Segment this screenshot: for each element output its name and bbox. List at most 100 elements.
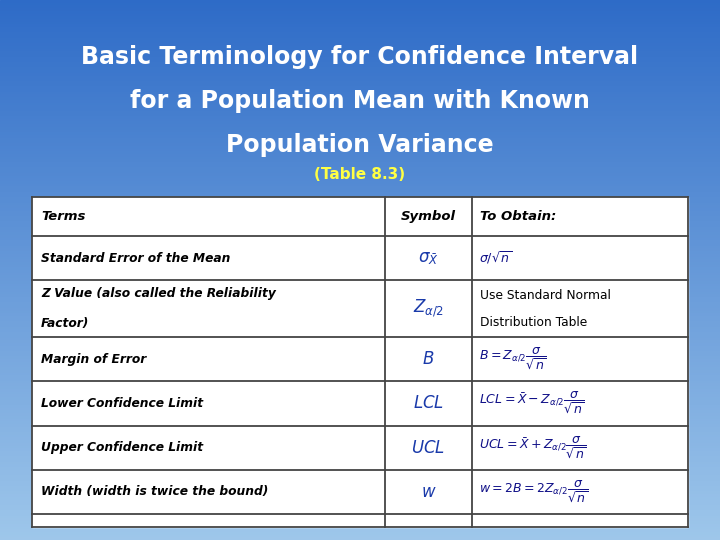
- Bar: [0, 389, 720, 392]
- Text: Z Value (also called the Reliability: Z Value (also called the Reliability: [41, 287, 276, 300]
- Text: $\mathit{w}$: $\mathit{w}$: [420, 483, 436, 501]
- Bar: [0, 146, 720, 148]
- Bar: [0, 127, 720, 130]
- Bar: [0, 451, 720, 454]
- Bar: [0, 335, 720, 338]
- Bar: [0, 386, 720, 389]
- Text: Margin of Error: Margin of Error: [41, 353, 146, 366]
- Bar: [0, 167, 720, 170]
- Bar: [0, 40, 720, 43]
- Text: $\mathit{LCL}$: $\mathit{LCL}$: [413, 394, 444, 413]
- Bar: [0, 500, 720, 502]
- Bar: [0, 154, 720, 157]
- Bar: [0, 14, 720, 16]
- Bar: [0, 116, 720, 119]
- Text: Upper Confidence Limit: Upper Confidence Limit: [41, 441, 203, 454]
- Bar: [0, 111, 720, 113]
- Bar: [0, 340, 720, 343]
- Bar: [0, 43, 720, 46]
- Bar: [0, 348, 720, 351]
- Bar: [0, 302, 720, 305]
- Bar: [0, 286, 720, 289]
- Text: Population Variance: Population Variance: [226, 133, 494, 157]
- Bar: [0, 394, 720, 397]
- Bar: [0, 130, 720, 132]
- Bar: [0, 113, 720, 116]
- Bar: [0, 281, 720, 284]
- Bar: [0, 329, 720, 332]
- Bar: [0, 491, 720, 494]
- Bar: [0, 437, 720, 440]
- Bar: [0, 46, 720, 49]
- Bar: [0, 159, 720, 162]
- Bar: [0, 475, 720, 478]
- Bar: [0, 529, 720, 532]
- Bar: [0, 332, 720, 335]
- Bar: [0, 316, 720, 319]
- Bar: [0, 86, 720, 89]
- Bar: [0, 351, 720, 354]
- Bar: [0, 138, 720, 140]
- Bar: [0, 267, 720, 270]
- Bar: [0, 443, 720, 445]
- Text: $LCL = \bar{X} - Z_{\alpha/2} \dfrac{\sigma}{\sqrt{n}}$: $LCL = \bar{X} - Z_{\alpha/2} \dfrac{\si…: [479, 390, 585, 416]
- Bar: [0, 235, 720, 238]
- Bar: [0, 502, 720, 505]
- Bar: [0, 108, 720, 111]
- Bar: [0, 19, 720, 22]
- Bar: [0, 89, 720, 92]
- Bar: [0, 284, 720, 286]
- Bar: [0, 178, 720, 181]
- Bar: [0, 432, 720, 435]
- Bar: [0, 140, 720, 143]
- Bar: [0, 24, 720, 27]
- Bar: [0, 143, 720, 146]
- Bar: [0, 205, 720, 208]
- Bar: [0, 148, 720, 151]
- Text: $Z_{\alpha/2}$: $Z_{\alpha/2}$: [413, 298, 444, 319]
- Bar: [0, 375, 720, 378]
- Bar: [0, 157, 720, 159]
- Bar: [0, 256, 720, 259]
- Text: Symbol: Symbol: [401, 210, 456, 223]
- Bar: [0, 518, 720, 521]
- Bar: [0, 535, 720, 537]
- Bar: [0, 97, 720, 100]
- Bar: [0, 135, 720, 138]
- Bar: [0, 246, 720, 248]
- Bar: [0, 5, 720, 8]
- Bar: [0, 486, 720, 489]
- Bar: [0, 219, 720, 221]
- Bar: [0, 8, 720, 11]
- Bar: [0, 73, 720, 76]
- Bar: [0, 456, 720, 459]
- Bar: [0, 526, 720, 529]
- Bar: [0, 248, 720, 251]
- Bar: [0, 516, 720, 518]
- Bar: [0, 216, 720, 219]
- Bar: [0, 208, 720, 211]
- Bar: [0, 481, 720, 483]
- Bar: [0, 181, 720, 184]
- Bar: [0, 202, 720, 205]
- Bar: [0, 300, 720, 302]
- Bar: [0, 265, 720, 267]
- Bar: [0, 70, 720, 73]
- Bar: [0, 78, 720, 81]
- Bar: [0, 275, 720, 278]
- Bar: [0, 165, 720, 167]
- Bar: [0, 367, 720, 370]
- Bar: [0, 321, 720, 324]
- Text: (Table 8.3): (Table 8.3): [315, 167, 405, 183]
- Bar: [32, 197, 688, 526]
- Text: for a Population Mean with Known: for a Population Mean with Known: [130, 89, 590, 113]
- Bar: [0, 132, 720, 135]
- Text: Lower Confidence Limit: Lower Confidence Limit: [41, 397, 203, 410]
- Bar: [0, 278, 720, 281]
- Bar: [0, 213, 720, 216]
- Bar: [0, 259, 720, 262]
- Bar: [0, 324, 720, 327]
- Bar: [0, 194, 720, 197]
- Bar: [0, 224, 720, 227]
- Bar: [0, 122, 720, 124]
